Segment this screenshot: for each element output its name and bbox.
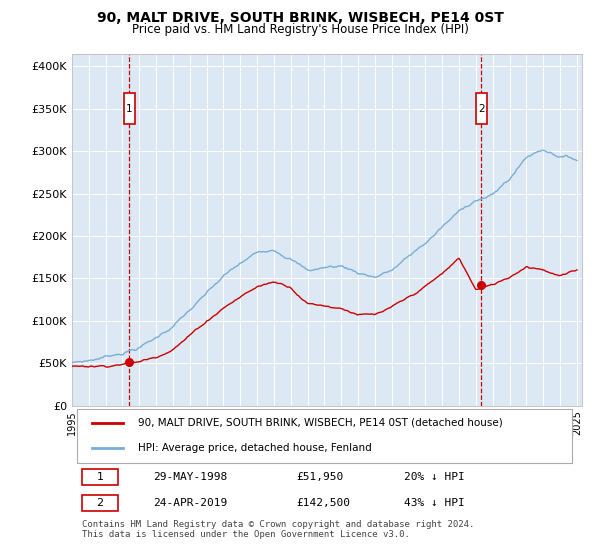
Text: £142,500: £142,500 [296,498,350,508]
Text: 90, MALT DRIVE, SOUTH BRINK, WISBECH, PE14 0ST (detached house): 90, MALT DRIVE, SOUTH BRINK, WISBECH, PE… [139,418,503,428]
Text: 29-MAY-1998: 29-MAY-1998 [154,472,228,482]
FancyBboxPatch shape [77,409,572,463]
FancyBboxPatch shape [82,469,118,485]
Text: 2: 2 [97,498,104,508]
Text: 90, MALT DRIVE, SOUTH BRINK, WISBECH, PE14 0ST: 90, MALT DRIVE, SOUTH BRINK, WISBECH, PE… [97,11,503,25]
Text: 43% ↓ HPI: 43% ↓ HPI [404,498,464,508]
FancyBboxPatch shape [476,94,487,124]
Text: £51,950: £51,950 [296,472,344,482]
Text: Contains HM Land Registry data © Crown copyright and database right 2024.
This d: Contains HM Land Registry data © Crown c… [82,520,475,539]
Text: 20% ↓ HPI: 20% ↓ HPI [404,472,464,482]
FancyBboxPatch shape [82,495,118,511]
Text: 2: 2 [478,104,484,114]
Text: 24-APR-2019: 24-APR-2019 [154,498,228,508]
Text: Price paid vs. HM Land Registry's House Price Index (HPI): Price paid vs. HM Land Registry's House … [131,24,469,36]
Text: 1: 1 [126,104,133,114]
Text: HPI: Average price, detached house, Fenland: HPI: Average price, detached house, Fenl… [139,443,372,453]
Text: 1: 1 [97,472,104,482]
FancyBboxPatch shape [124,94,135,124]
